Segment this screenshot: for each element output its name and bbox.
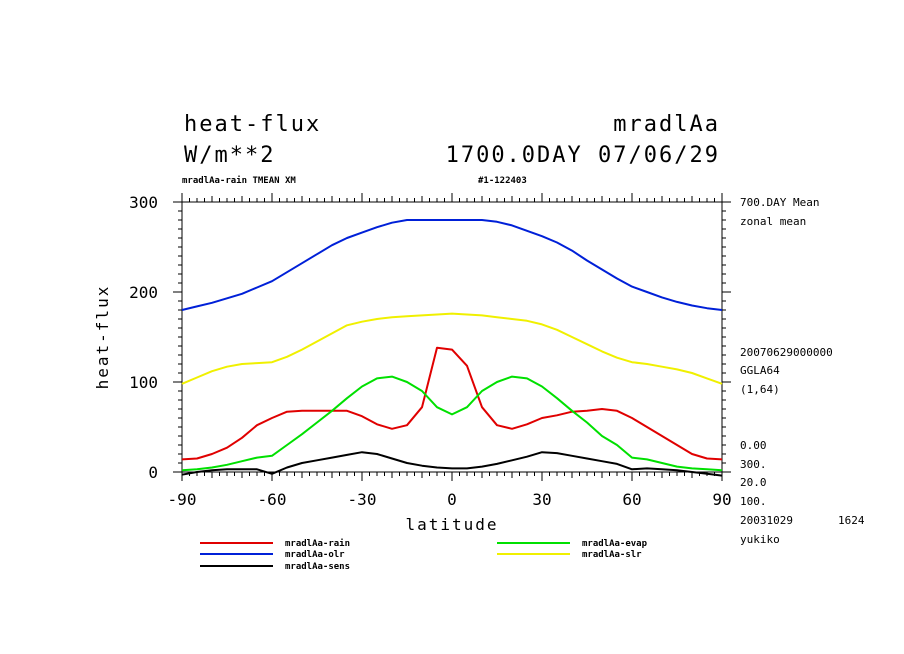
y-tick-label: 200	[129, 283, 158, 302]
subtitle-right: #1-122403	[478, 176, 527, 186]
side-value-4: 100.	[740, 495, 767, 508]
legend-label: mradlAa-rain	[285, 538, 350, 549]
mean-type: zonal mean	[740, 215, 806, 228]
x-axis-label: latitude	[405, 515, 498, 534]
legend-label: mradlAa-evap	[582, 539, 648, 549]
x-tick-label: 0	[447, 490, 457, 509]
experiment-name: mradlAa	[613, 112, 720, 137]
side-value-1: 0.00	[740, 439, 767, 452]
series-lines	[181, 219, 723, 477]
date-code: 20070629000000	[740, 346, 833, 359]
tick-labels: -90 -60 -30 0 30 60 90 0 100 200 300	[129, 193, 732, 509]
plot-frame	[181, 201, 723, 473]
y-tick-label: 100	[129, 373, 158, 392]
side-value-3: 20.0	[740, 476, 767, 489]
legend-label: mradlAa-slr	[582, 550, 642, 560]
subtitle-left: mradlAa-rain TMEAN XM	[182, 175, 296, 186]
axis-ticks	[173, 193, 731, 481]
series-line-mradlAa-sens	[181, 451, 723, 477]
y-tick-label: 300	[129, 193, 158, 212]
units-label: W/m**2	[184, 143, 275, 168]
y-tick-label: 0	[148, 463, 158, 482]
y-axis-label: heat-flux	[93, 285, 112, 390]
chart-title: heat-flux	[184, 112, 321, 137]
x-tick-label: -30	[348, 490, 377, 509]
side-value-2: 300.	[740, 458, 767, 471]
legend-label: mradlAa-olr	[285, 550, 345, 560]
legend: mradlAa-rain mradlAa-evap mradlAa-olr mradl…	[200, 538, 648, 572]
build-time: 1624	[838, 514, 865, 527]
x-tick-label: 60	[622, 490, 641, 509]
x-tick-label: -90	[168, 490, 197, 509]
build-date: 20031029	[740, 514, 793, 527]
time-info: 1700.0DAY 07/06/29	[446, 143, 720, 168]
grid-dims: (1,64)	[740, 383, 780, 396]
legend-label: mradlAa-sens	[285, 562, 350, 572]
mean-label: 700.DAY Mean	[740, 196, 819, 209]
author: yukiko	[740, 533, 780, 546]
grid-name: GGLA64	[740, 364, 780, 377]
x-tick-label: 30	[532, 490, 551, 509]
x-tick-label: -60	[258, 490, 287, 509]
series-line-mradlAa-rain	[181, 346, 723, 461]
series-line-mradlAa-evap	[181, 375, 723, 472]
x-tick-label: 90	[712, 490, 731, 509]
series-line-mradlAa-slr	[181, 312, 723, 385]
series-line-mradlAa-olr	[181, 219, 723, 311]
